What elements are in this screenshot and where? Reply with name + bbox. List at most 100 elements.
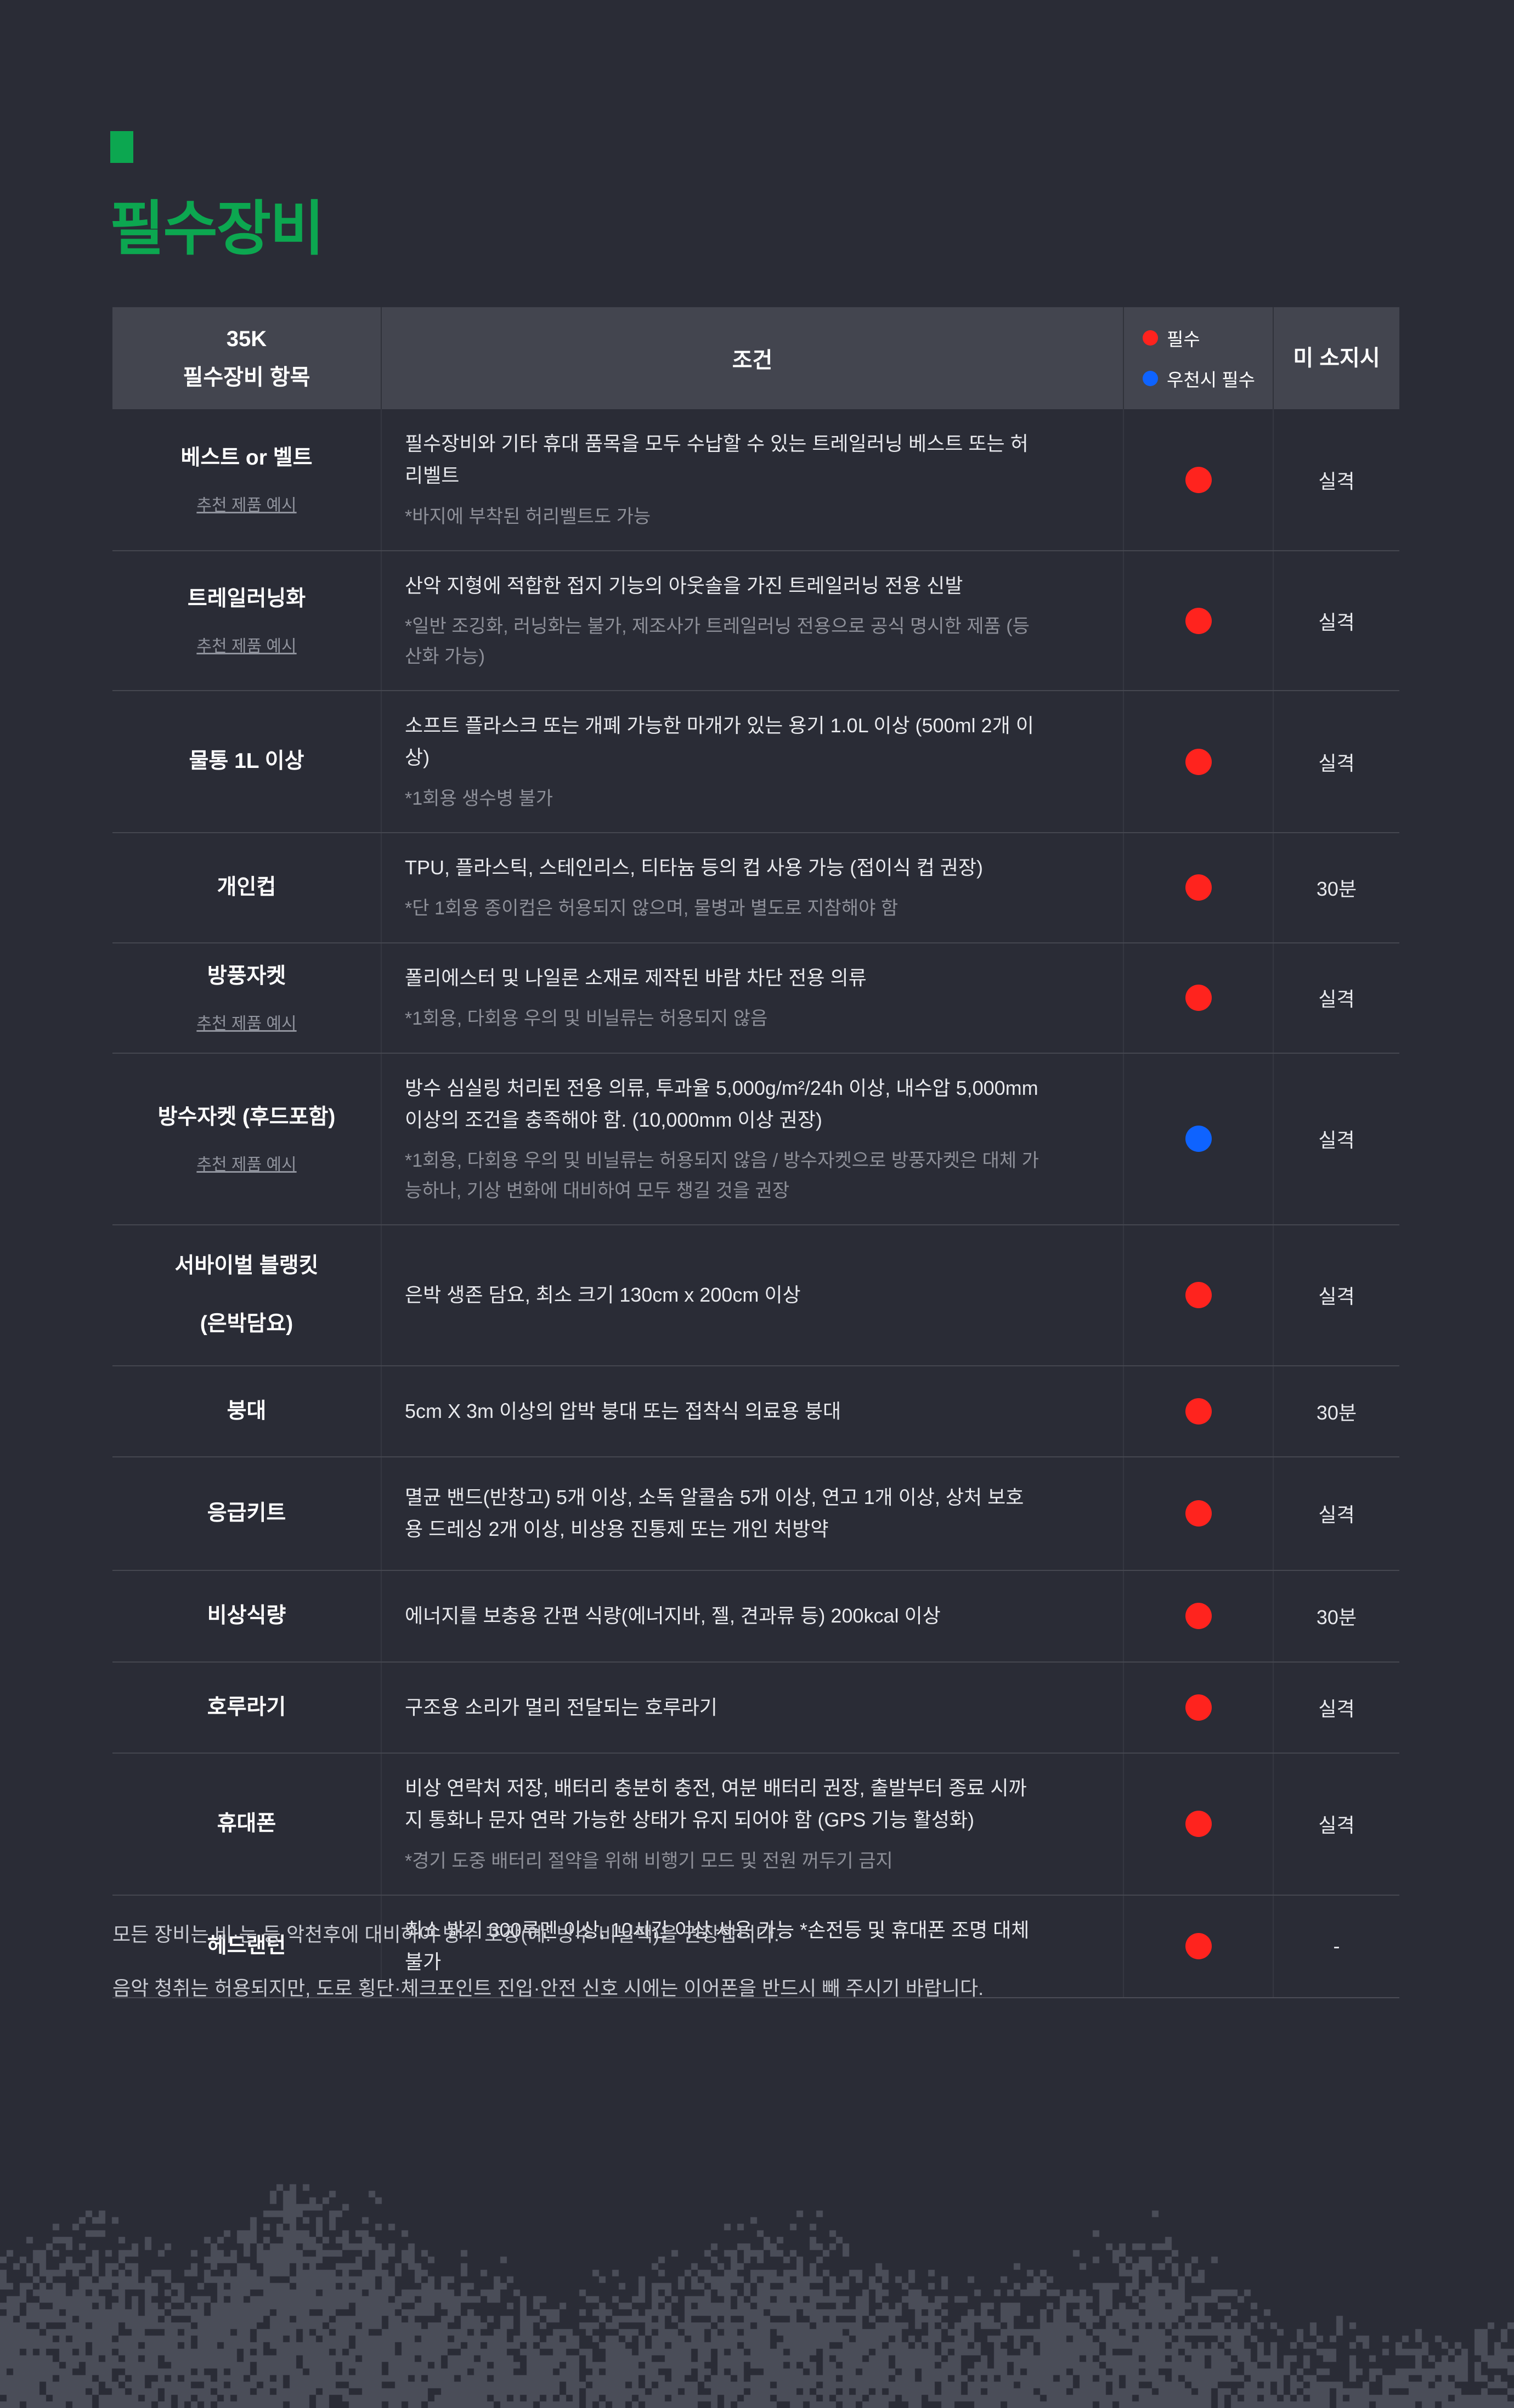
requirement-dot-cell	[1123, 1053, 1273, 1224]
penalty-value: 실격	[1318, 1814, 1355, 1837]
item-name: 헤드랜턴	[207, 1934, 286, 1958]
item-cell: 개인컵	[112, 833, 381, 942]
penalty-value: 실격	[1318, 751, 1355, 775]
legend-required: 필수	[1143, 325, 1200, 351]
penalty-value: 30분	[1316, 878, 1357, 901]
page-title: 필수장비	[110, 195, 324, 262]
penalty-value: 30분	[1316, 1606, 1357, 1629]
required-dot-icon	[1185, 1398, 1212, 1425]
penalty-cell: 실격	[1273, 1053, 1399, 1224]
condition-cell: 산악 지형에 적합한 접지 기능의 아웃솔을 가진 트레일러닝 전용 신발 *일반…	[381, 551, 1123, 691]
required-dot-icon	[1185, 874, 1212, 901]
penalty-value: 실격	[1318, 988, 1355, 1011]
header-penalty-label: 미 소지시	[1293, 346, 1380, 370]
condition-text: TPU, 플라스틱, 스테인리스, 티타늄 등의 컵 사용 가능 (접이식 컵 …	[405, 856, 984, 879]
table-row: 응급키트 멸균 밴드(반창고) 5개 이상, 소독 알콜솜 5개 이상, 연고 1…	[112, 1456, 1399, 1570]
item-name: 휴대폰	[217, 1812, 276, 1836]
table-row: 서바이벌 블랭킷 (은박담요) 은박 생존 담요, 최소 크기 130cm x 20…	[112, 1224, 1399, 1365]
condition-text: 은박 생존 담요, 최소 크기 130cm x 200cm 이상	[405, 1284, 801, 1307]
pixel-mountains-decoration	[0, 2150, 1514, 2408]
table-row: 물통 1L 이상 소프트 플라스크 또는 개폐 가능한 마개가 있는 용기 1.0…	[112, 690, 1399, 833]
table-header-row: 35K 필수장비 항목 조건 필수 우천시 필수 미 소지시	[112, 307, 1399, 409]
item-name: 서바이벌 블랭킷	[174, 1253, 319, 1278]
legend-rain-required: 우천시 필수	[1143, 365, 1255, 392]
item-cell: 베스트 or 벨트 추천 제품 예시	[112, 409, 381, 550]
penalty-cell: 실격	[1273, 691, 1399, 833]
table-row: 붕대 5cm X 3m 이상의 압박 붕대 또는 접착식 의료용 붕대 30분	[112, 1365, 1399, 1456]
footnote-waterproof: 모든 장비는 비·눈 등 악천후에 대비하여 방수 포장(예: 방수 비닐팩)을…	[112, 1923, 779, 1946]
legend-required-dot-icon	[1143, 330, 1158, 346]
item-name-line2: (은박담요)	[200, 1312, 293, 1336]
condition-text: 최소 밝기 300루멘 이상, 10시간 이상 사용 가능 *손전등 및 휴대폰…	[405, 1918, 1030, 1974]
item-cell: 트레일러닝화 추천 제품 예시	[112, 551, 381, 690]
item-name: 방풍자켓	[207, 964, 286, 988]
condition-note: *1회용 생수병 불가	[405, 788, 553, 809]
item-recommend-link[interactable]: 추천 제품 예시	[196, 1155, 297, 1174]
condition-note: *단 1회용 종이컵은 허용되지 않으며, 물병과 별도로 지참해야 함	[405, 898, 899, 919]
table-row: 베스트 or 벨트 추천 제품 예시 필수장비와 기타 휴대 품목을 모두 수납할 …	[112, 409, 1399, 551]
item-cell: 물통 1L 이상	[112, 691, 381, 832]
required-dot-icon	[1185, 1500, 1212, 1527]
requirement-dot-cell	[1123, 1570, 1273, 1661]
condition-text: 에너지를 보충용 간편 식량(에너지바, 젤, 견과류 등) 200kcal 이…	[405, 1604, 941, 1627]
item-name: 붕대	[227, 1399, 267, 1423]
table-row: 방수자켓 (후드포함) 추천 제품 예시 방수 심실링 처리된 전용 의류, 투과율…	[112, 1052, 1399, 1224]
condition-cell: 최소 밝기 300루멘 이상, 10시간 이상 사용 가능 *손전등 및 휴대폰…	[381, 1895, 1123, 1997]
requirement-dot-cell	[1123, 409, 1273, 551]
requirement-dot-cell	[1123, 691, 1273, 833]
condition-note: *1회용, 다회용 우의 및 비닐류는 허용되지 않음 / 방수자켓으로 방풍자…	[405, 1150, 1039, 1201]
condition-cell: 은박 생존 담요, 최소 크기 130cm x 200cm 이상	[381, 1225, 1123, 1365]
item-name: 개인컵	[217, 875, 276, 900]
table-row: 호루라기 구조용 소리가 멀리 전달되는 호루라기 실격	[112, 1661, 1399, 1753]
penalty-value: 실격	[1318, 1129, 1355, 1152]
penalty-value: 실격	[1318, 611, 1355, 634]
required-dot-icon	[1185, 1694, 1212, 1721]
table-row: 비상식량 에너지를 보충용 간편 식량(에너지바, 젤, 견과류 등) 200kc…	[112, 1569, 1399, 1661]
penalty-cell: 실격	[1273, 1225, 1399, 1365]
condition-note: *1회용, 다회용 우의 및 비닐류는 허용되지 않음	[405, 1008, 768, 1030]
header-condition-column: 조건	[381, 307, 1123, 409]
required-dot-icon	[1185, 1933, 1212, 1960]
penalty-cell: 30분	[1273, 1570, 1399, 1661]
penalty-cell: 30분	[1273, 833, 1399, 942]
requirement-dot-cell	[1123, 1457, 1273, 1570]
header-item-line1: 35K	[226, 327, 267, 351]
header-condition-label: 조건	[732, 348, 773, 372]
condition-text: 방수 심실링 처리된 전용 의류, 투과율 5,000g/m²/24h 이상, …	[405, 1076, 1038, 1131]
legend-required-label: 필수	[1167, 329, 1200, 349]
requirement-dot-cell	[1123, 551, 1273, 691]
required-dot-icon	[1185, 1603, 1212, 1630]
item-cell: 휴대폰	[112, 1754, 381, 1895]
item-name: 비상식량	[207, 1604, 286, 1628]
penalty-cell: 실격	[1273, 1753, 1399, 1895]
item-recommend-link[interactable]: 추천 제품 예시	[196, 637, 297, 655]
condition-text: 산악 지형에 적합한 접지 기능의 아웃솔을 가진 트레일러닝 전용 신발	[405, 574, 963, 597]
penalty-cell: 실격	[1273, 943, 1399, 1053]
penalty-cell: 30분	[1273, 1366, 1399, 1456]
legend-rain-label: 우천시 필수	[1167, 370, 1255, 390]
table-row: 헤드랜턴 최소 밝기 300루멘 이상, 10시간 이상 사용 가능 *손전등 및…	[112, 1894, 1399, 1997]
penalty-cell: 실격	[1273, 1662, 1399, 1753]
condition-text: 소프트 플라스크 또는 개폐 가능한 마개가 있는 용기 1.0L 이상 (50…	[405, 714, 1034, 769]
equipment-table: 35K 필수장비 항목 조건 필수 우천시 필수 미 소지시 베스트 or 벨트…	[112, 307, 1399, 1998]
condition-text: 폴리에스터 및 나일론 소재로 제작된 바람 차단 전용 의류	[405, 966, 867, 989]
table-row: 트레일러닝화 추천 제품 예시 산악 지형에 적합한 접지 기능의 아웃솔을 가진 …	[112, 550, 1399, 691]
item-recommend-link[interactable]: 추천 제품 예시	[196, 496, 297, 515]
item-cell: 헤드랜턴	[112, 1896, 381, 1997]
item-name: 응급키트	[207, 1501, 286, 1525]
condition-cell: 비상 연락처 저장, 배터리 충분히 충전, 여분 배터리 권장, 출발부터 종…	[381, 1753, 1123, 1895]
footnote-earphones: 음악 청취는 허용되지만, 도로 횡단·체크포인트 진입·안전 신호 시에는 이…	[112, 1977, 984, 2000]
footnotes: 모든 장비는 비·눈 등 악천후에 대비하여 방수 포장(예: 방수 비닐팩)을…	[112, 1921, 984, 2029]
item-recommend-link[interactable]: 추천 제품 예시	[196, 1014, 297, 1033]
condition-note: *경기 도중 배터리 절약을 위해 비행기 모드 및 전원 꺼두기 금지	[405, 1850, 893, 1872]
condition-cell: 멸균 밴드(반창고) 5개 이상, 소독 알콜솜 5개 이상, 연고 1개 이상…	[381, 1457, 1123, 1570]
requirement-dot-cell	[1123, 1366, 1273, 1456]
legend-rain-dot-icon	[1143, 371, 1158, 386]
required-dot-icon	[1185, 1811, 1212, 1838]
requirement-dot-cell	[1123, 1753, 1273, 1895]
penalty-value: -	[1333, 1935, 1340, 1958]
required-dot-icon	[1185, 607, 1212, 634]
header-legend: 필수 우천시 필수	[1123, 307, 1273, 409]
